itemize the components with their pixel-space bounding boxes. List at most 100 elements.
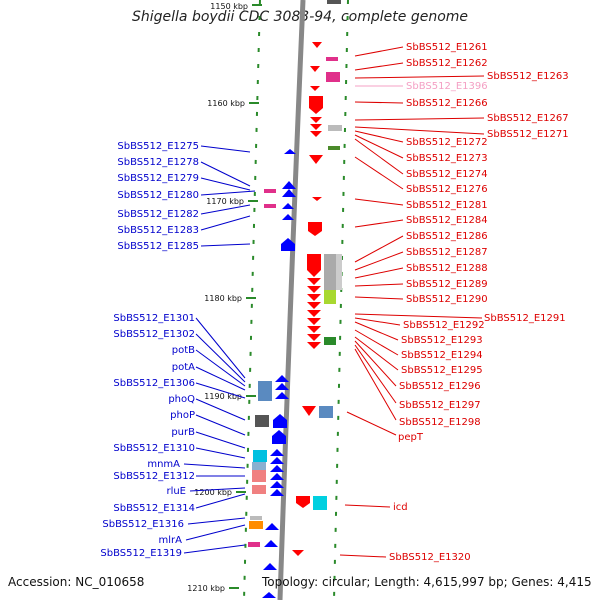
gene-feature [312,42,322,48]
gene-label: SbBS512_E1302 [113,329,195,340]
gene-label: phoP [170,410,195,421]
gene-feature [253,450,267,462]
gene-feature [310,131,322,137]
gene-feature [264,189,276,193]
gene-label: SbBS512_E1263 [487,71,569,82]
gene-feature [308,222,322,236]
gene-label: SbBS512_E1278 [117,157,199,168]
gene-label: SbBS512_E1289 [406,279,488,290]
gene-feature [326,57,338,61]
gene-feature [307,270,321,277]
forward-strand-features [248,149,296,598]
gene-feature [307,326,321,333]
gene-feature [275,392,289,399]
gene-label: SbBS512_E1396 [406,81,488,92]
gene-feature [248,542,260,547]
gene-label: SbBS512_E1271 [487,129,569,140]
reverse-strand-features [292,0,342,556]
gene-label: SbBS512_E1287 [406,247,488,258]
gene-feature [270,489,284,496]
gene-feature [255,415,269,427]
gene-feature [336,254,342,290]
gene-label: SbBS512_E1276 [406,184,488,195]
gene-feature [324,337,336,345]
gene-label: SbBS512_E1285 [117,241,199,252]
gene-feature [327,0,341,4]
ruler-label: 1150 kbp [210,2,248,11]
gene-feature [307,342,321,349]
gene-label: SbBS512_E1297 [399,400,481,411]
accession-text: Accession: NC_010658 [8,575,145,589]
gene-feature [252,485,266,494]
gene-feature [310,124,322,130]
gene-label: SbBS512_E1306 [113,378,195,389]
gene-feature [312,197,322,201]
gene-label: SbBS512_E1267 [487,113,569,124]
gene-feature [265,523,279,530]
gene-feature [281,238,295,251]
gene-feature [252,462,266,470]
gene-feature [326,72,340,82]
gene-feature [282,189,296,197]
gene-feature [273,414,287,428]
gene-feature [270,449,284,456]
gene-label: SbBS512_E1314 [113,503,195,514]
gene-label: SbBS512_E1296 [399,381,481,392]
gene-feature [275,375,289,382]
gene-label: SbBS512_E1295 [401,365,483,376]
gene-feature [324,290,336,304]
gene-feature [307,334,321,341]
gene-feature [307,278,321,285]
gene-feature [313,496,327,510]
gene-label: SbBS512_E1310 [113,443,195,454]
ruler-label: 1170 kbp [206,197,244,206]
left-labels: SbBS512_E1275 SbBS512_E1278 SbBS512_E127… [100,141,256,559]
genome-backbone [277,0,306,600]
gene-label: SbBS512_E1274 [406,169,488,180]
gene-label: mlrA [159,535,183,546]
gene-feature [310,86,320,91]
gene-label: SbBS512_E1298 [399,417,481,428]
gene-label: SbBS512_E1320 [389,552,471,563]
ruler-label: 1160 kbp [207,99,245,108]
gene-label: potA [172,362,195,373]
gene-label: icd [393,502,408,513]
gene-feature [307,254,321,270]
gene-feature [319,406,333,418]
gene-feature [307,294,321,301]
gene-feature [284,149,296,154]
gene-label: SbBS512_E1273 [406,153,488,164]
gene-feature [309,96,323,114]
ruler-label: 1200 kbp [194,488,232,497]
gene-feature [292,550,304,556]
gene-label: SbBS512_E1281 [406,200,488,211]
gene-feature [252,470,266,482]
gene-label: SbBS512_E1279 [117,173,199,184]
gene-feature [310,117,322,123]
gene-label: SbBS512_E1261 [406,42,488,53]
gene-label: SbBS512_E1294 [401,350,483,361]
topology-text: Topology: circular; Length: 4,615,997 bp… [262,575,592,589]
gene-label: SbBS512_E1280 [117,190,199,201]
gene-label: SbBS512_E1319 [100,548,182,559]
gene-label: phoQ [168,394,195,405]
gene-feature [258,381,272,401]
gene-feature [275,383,289,390]
gene-feature [296,496,310,508]
gene-feature [264,204,276,208]
gene-label: SbBS512_E1312 [113,471,195,482]
gene-label: purB [171,427,195,438]
ruler-label: 1180 kbp [204,294,242,303]
gene-label: SbBS512_E1316 [102,519,184,530]
gene-feature [307,302,321,309]
gene-label: SbBS512_E1290 [406,294,488,305]
gene-feature [270,473,284,480]
gene-feature [282,203,294,209]
gene-label: mnmA [147,459,180,470]
gene-label: SbBS512_E1293 [401,335,483,346]
gene-label: SbBS512_E1283 [117,225,199,236]
ruler-label: 1210 kbp [187,584,225,593]
gene-feature [270,465,284,472]
right-labels: SbBS512_E1261 SbBS512_E1262 SbBS512_E126… [339,42,569,563]
ruler-label: 1190 kbp [204,392,242,401]
